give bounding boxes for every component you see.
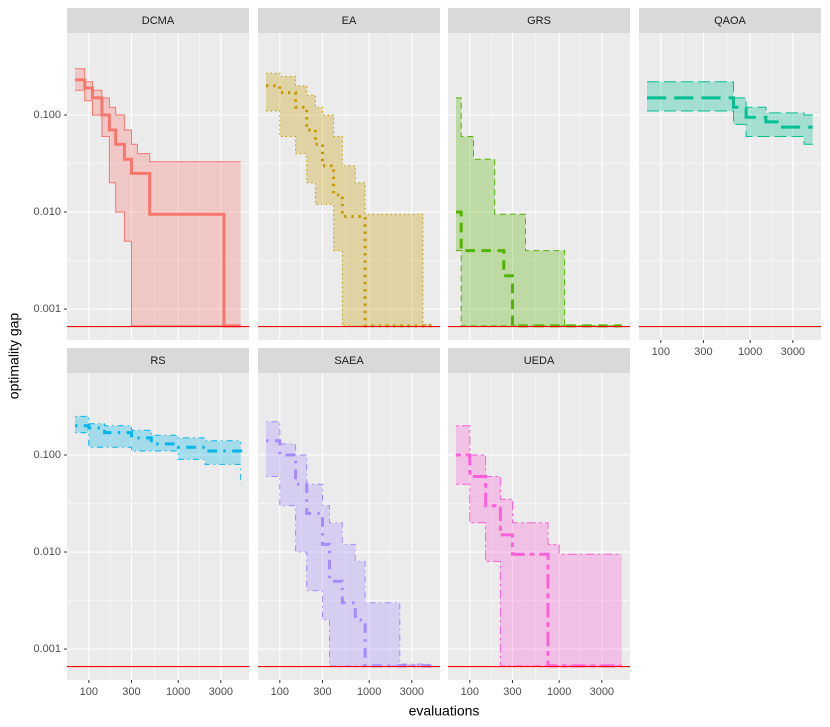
lower-line <box>647 110 814 147</box>
x-tick-label: 300 <box>503 686 521 698</box>
strip-background <box>258 8 440 33</box>
y-tick-label: 0.100 <box>33 109 61 121</box>
x-tick-label: 300 <box>122 686 140 698</box>
ribbon <box>456 97 622 326</box>
x-tick-label: 100 <box>461 686 479 698</box>
x-tick-label: 3000 <box>781 346 805 358</box>
x-tick-label: 1000 <box>547 686 571 698</box>
strip-background <box>67 348 249 373</box>
ribbon <box>266 73 432 326</box>
ribbon <box>75 416 241 485</box>
strip-background <box>639 8 821 33</box>
x-tick-label: 100 <box>652 346 670 358</box>
lower-line <box>456 250 622 327</box>
x-tick-label: 300 <box>313 686 331 698</box>
x-tick-label: 1000 <box>166 686 190 698</box>
upper-line <box>456 97 622 327</box>
x-tick-label: 3000 <box>209 686 233 698</box>
strip-label: EA <box>342 15 357 27</box>
x-tick-label: 100 <box>80 686 98 698</box>
strip-background <box>258 348 440 373</box>
lower-line <box>75 89 241 327</box>
panel-background <box>67 373 249 680</box>
median-line <box>75 424 243 455</box>
x-tick-label: 100 <box>271 686 289 698</box>
y-tick-label: 0.001 <box>33 303 61 315</box>
median-line <box>75 78 241 328</box>
median-line <box>456 453 622 668</box>
upper-line <box>266 421 432 665</box>
y-tick-label: 0.010 <box>33 206 61 218</box>
ribbon <box>266 421 432 666</box>
median-line <box>647 96 813 129</box>
panel-background <box>639 33 821 340</box>
median-line <box>456 210 622 328</box>
strip-label: QAOA <box>714 15 746 27</box>
panel-background <box>258 373 440 680</box>
strip-background <box>448 348 630 373</box>
strip-background <box>448 8 630 33</box>
strip-label: RS <box>150 355 165 367</box>
strip-label: UEDA <box>524 355 555 367</box>
strip-label: DCMA <box>142 15 175 27</box>
upper-line <box>266 72 432 325</box>
panel-background <box>448 33 630 340</box>
panel-background <box>67 33 249 340</box>
y-axis-title: optimality gap <box>6 313 22 400</box>
x-tick-label: 3000 <box>590 686 614 698</box>
ribbon <box>456 425 622 666</box>
upper-line <box>75 415 242 444</box>
y-tick-label: 0.100 <box>33 449 61 461</box>
y-tick-label: 0.001 <box>33 643 61 655</box>
strip-label: GRS <box>527 15 551 27</box>
upper-line <box>75 68 241 163</box>
median-line <box>266 439 432 668</box>
upper-line <box>456 425 622 555</box>
x-tick-label: 1000 <box>357 686 381 698</box>
strip-background <box>67 8 249 33</box>
x-axis-title: evaluations <box>409 703 480 719</box>
upper-line <box>647 81 813 116</box>
lower-line <box>75 432 242 485</box>
y-tick-label: 0.010 <box>33 546 61 558</box>
panel-background <box>448 373 630 680</box>
x-tick-label: 1000 <box>738 346 762 358</box>
x-tick-label: 300 <box>694 346 712 358</box>
strip-label: SAEA <box>334 355 364 367</box>
panel-background <box>258 33 440 340</box>
x-tick-label: 3000 <box>400 686 424 698</box>
